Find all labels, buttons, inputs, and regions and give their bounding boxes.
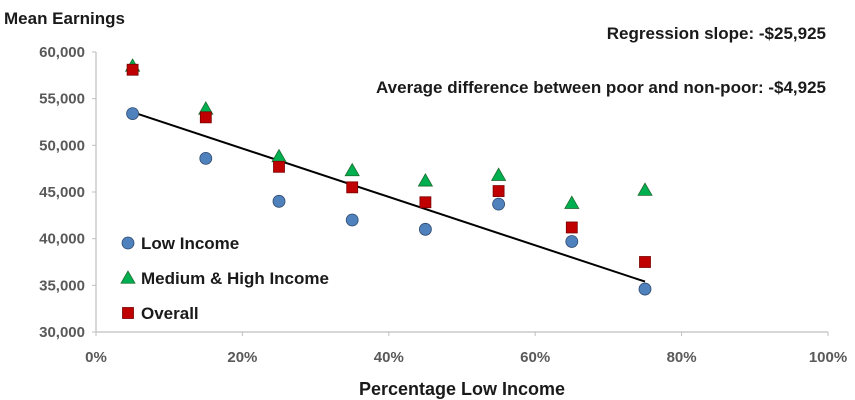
point-medium-high-income (637, 182, 653, 196)
point-medium-high-income (271, 148, 287, 163)
point-overall (565, 221, 578, 234)
point-overall (492, 185, 505, 197)
regression-line-group (132, 111, 646, 283)
point-low-income (565, 235, 579, 248)
point-medium-high-income (490, 167, 507, 181)
point-low-income (418, 222, 432, 236)
point-overall (419, 196, 432, 209)
point-overall (639, 256, 651, 268)
y-tick-label: 30,000 (39, 324, 85, 341)
x-axis-title: Percentage Low Income (359, 379, 565, 399)
legend-label-overall: Overall (141, 304, 199, 323)
x-tick-label: 40% (374, 349, 404, 366)
legend-label-medium-high-income: Medium & High Income (141, 269, 329, 288)
y-tick-label: 40,000 (39, 231, 85, 248)
annotation-average-difference: Average difference between poor and non-… (376, 78, 826, 97)
point-low-income (345, 213, 359, 227)
y-axis-title: Mean Earnings (4, 9, 125, 28)
annotation-regression-slope: Regression slope: -$25,925 (607, 24, 826, 43)
point-low-income (492, 197, 506, 211)
tick-labels: 30,000 35,000 40,000 45,000 50,000 55,000 60,0… (39, 44, 847, 366)
point-overall (273, 160, 285, 173)
point-medium-high-income (344, 162, 360, 177)
y-tick-label: 45,000 (39, 184, 85, 201)
point-overall (126, 63, 139, 76)
legend-marker-low-income (121, 236, 135, 250)
y-tick-label: 60,000 (39, 44, 85, 61)
x-tick-label: 0% (85, 349, 107, 366)
point-overall (346, 181, 359, 194)
x-tick-label: 80% (667, 349, 697, 366)
point-low-income (638, 282, 652, 296)
y-tick-label: 55,000 (39, 91, 85, 108)
legend-marker-medium-high-income (120, 270, 136, 284)
point-low-income (199, 151, 213, 165)
axes (92, 51, 829, 336)
point-overall (199, 111, 212, 124)
point-low-income (126, 107, 140, 120)
data-points (124, 58, 653, 296)
point-medium-high-income (417, 172, 434, 187)
legend-marker-overall (122, 307, 134, 319)
legend-label-low-income: Low Income (141, 234, 239, 253)
point-low-income (272, 194, 286, 208)
y-tick-label: 35,000 (39, 277, 85, 294)
legend: Low Income Medium & High Income Overall (120, 234, 329, 323)
point-medium-high-income (564, 195, 580, 209)
x-tick-label: 100% (809, 349, 847, 366)
y-tick-label: 50,000 (39, 137, 85, 154)
x-tick-label: 20% (227, 349, 257, 366)
regression-line (132, 111, 646, 283)
x-tick-label: 60% (520, 349, 550, 366)
